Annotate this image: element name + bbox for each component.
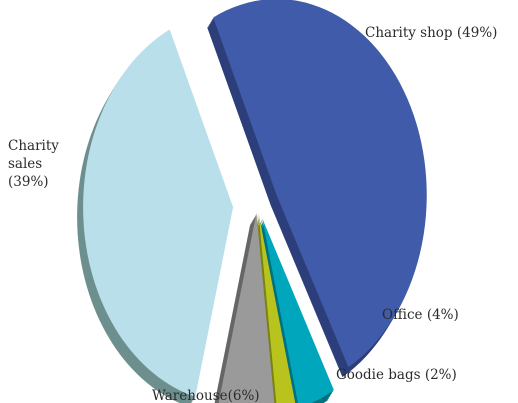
- pie-slices-layer: [83, 0, 427, 403]
- pie-label-office: Office (4%): [382, 307, 459, 323]
- pie-slice-goodie-bags: [258, 212, 296, 403]
- pie-slice-office: [262, 218, 334, 403]
- pie-slice-warehouse: [218, 212, 275, 403]
- pie-label-charity-shop: Charity shop (49%): [365, 25, 497, 41]
- pie-slice-charity-sales: [83, 29, 234, 397]
- pie-labels-layer: Charity shop (49%) Office (4%) Goodie bags…: [8, 25, 497, 403]
- pie-slice-charity-shop: [213, 0, 427, 368]
- pie-label-goodie-bags: Goodie bags (2%): [336, 367, 457, 383]
- pie-label-charity-sales: Charity sales (39%): [8, 138, 59, 190]
- pie-label-warehouse: Warehouse(6%): [152, 388, 260, 403]
